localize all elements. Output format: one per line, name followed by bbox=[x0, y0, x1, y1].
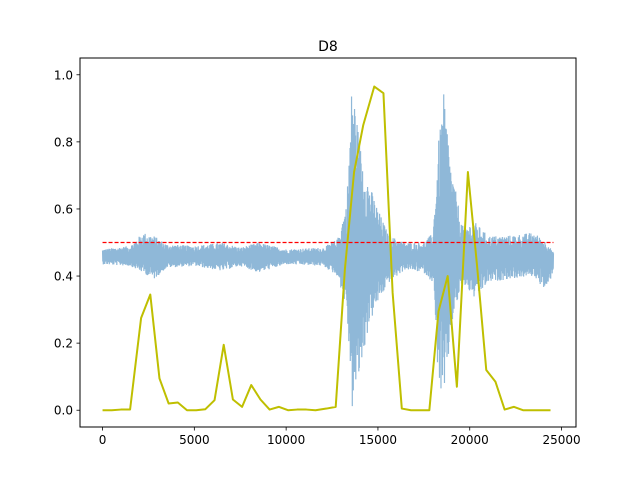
y-tick-label: 1.0 bbox=[54, 68, 73, 82]
x-tick-label: 10000 bbox=[267, 433, 305, 447]
x-tick-label: 25000 bbox=[542, 433, 580, 447]
y-tick-label: 0.4 bbox=[54, 270, 73, 284]
x-axis: 0 5000 10000 15000 20000 25000 bbox=[99, 427, 581, 447]
y-axis: 0.0 0.2 0.4 0.6 0.8 1.0 bbox=[54, 68, 80, 418]
signal-series-line bbox=[101, 94, 555, 407]
x-tick-label: 15000 bbox=[359, 433, 397, 447]
y-tick-label: 0.8 bbox=[54, 135, 73, 149]
x-tick-label: 0 bbox=[99, 433, 107, 447]
y-tick-label: 0.2 bbox=[54, 337, 73, 351]
chart-title: D8 bbox=[318, 39, 338, 55]
x-tick-label: 20000 bbox=[451, 433, 489, 447]
plot-frame bbox=[79, 57, 577, 428]
y-tick-label: 0.0 bbox=[54, 404, 73, 418]
x-tick-label: 5000 bbox=[179, 433, 210, 447]
signal-layer bbox=[101, 94, 555, 407]
energy-series-line bbox=[102, 85, 551, 412]
y-tick-label: 0.6 bbox=[54, 202, 73, 216]
energy-layer bbox=[102, 85, 551, 412]
